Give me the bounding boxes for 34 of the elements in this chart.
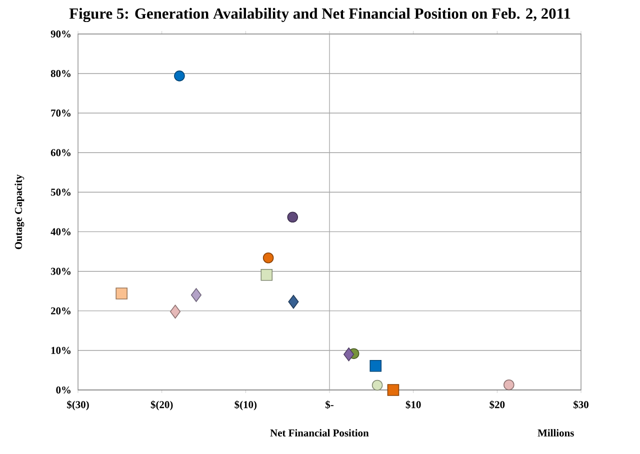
y-tick-label: 50% [50,188,70,196]
y-tick-label: 30% [50,268,70,275]
y-tick-label: 70% [51,110,70,117]
y-axis-title: Outage Capacity [14,174,24,250]
point [287,212,298,223]
point [387,384,400,396]
y-tick-label: 20% [51,307,70,314]
x-axis-title: Net Financial Position [270,429,369,436]
y-tick-label: 90% [50,30,70,38]
point [370,360,382,372]
y-tick-label: 80% [50,70,70,78]
x-tick-label: $20 [490,400,505,409]
chart-title: Figure 5: Generation Availability and Net Financial Position on Feb. 2, 2011 [69,8,570,22]
point [344,347,354,362]
x-tick-label: $(30) [67,400,89,410]
text: Millions [538,429,574,436]
point [372,380,383,391]
y-tick-label: 0% [56,386,70,394]
x-tick-label: $(10) [234,400,257,410]
point [504,379,514,390]
y-tick-label: 40% [50,228,70,236]
point [260,268,273,281]
point [116,288,128,300]
point [288,294,299,309]
x-tick-label: $(20) [150,400,173,410]
y-tick-label: 60% [50,149,70,156]
point [174,70,185,82]
point [262,252,274,264]
x-tick-label: $30 [574,400,588,409]
x-tick-label: $10 [406,400,421,409]
point [170,304,181,319]
x-tick-label: $- [326,400,334,409]
y-tick-label: 10% [51,346,70,354]
point [190,288,202,302]
